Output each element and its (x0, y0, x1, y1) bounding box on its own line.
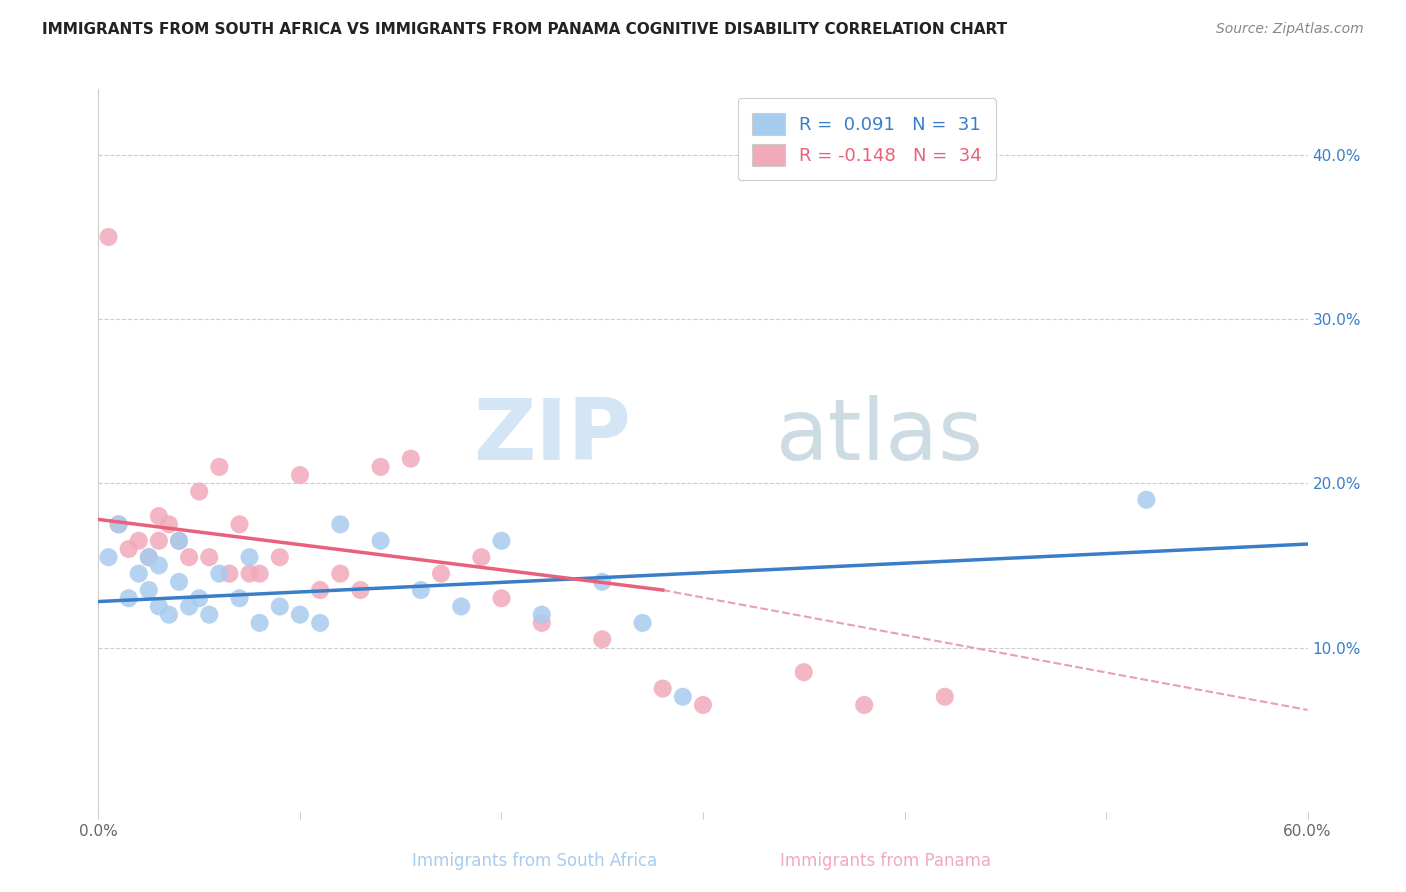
Point (179, 550, 201, 565)
Point (228, 517, 250, 532)
Point (228, 591, 250, 606)
Point (329, 517, 352, 532)
Point (198, 550, 221, 565)
Point (179, 599, 201, 614)
Text: atlas: atlas (776, 394, 984, 477)
Point (249, 566, 271, 581)
Point (1135, 492, 1157, 507)
Point (591, 632, 613, 647)
Point (269, 550, 291, 565)
Point (491, 591, 513, 606)
Point (167, 533, 190, 548)
Point (198, 607, 221, 622)
Point (157, 517, 180, 532)
Point (370, 533, 392, 548)
Legend: R =  0.091   N =  31, R = -0.148   N =  34: R = 0.091 N = 31, R = -0.148 N = 34 (738, 98, 997, 180)
Point (138, 550, 160, 565)
Point (269, 599, 291, 614)
Point (793, 665, 815, 680)
Text: ZIP: ZIP (472, 394, 630, 477)
Point (409, 582, 432, 597)
Point (288, 607, 311, 622)
Point (167, 574, 190, 589)
Point (157, 607, 180, 622)
Text: Immigrants from Panama: Immigrants from Panama (780, 852, 991, 870)
Point (399, 451, 422, 466)
Point (107, 517, 129, 532)
Point (853, 698, 876, 712)
Point (631, 615, 654, 630)
Point (430, 566, 453, 581)
Point (651, 681, 673, 696)
Point (491, 533, 513, 548)
Text: Immigrants from South Africa: Immigrants from South Africa (412, 852, 657, 870)
Point (239, 550, 262, 565)
Point (128, 533, 150, 548)
Point (239, 566, 262, 581)
Point (118, 591, 141, 606)
Point (118, 541, 141, 556)
Point (97, 230, 120, 244)
Point (148, 509, 170, 524)
Point (470, 550, 492, 565)
Point (107, 517, 129, 532)
Point (148, 533, 170, 548)
Point (167, 533, 190, 548)
Point (530, 607, 553, 622)
Point (148, 599, 170, 614)
Point (148, 558, 170, 573)
Text: Source: ZipAtlas.com: Source: ZipAtlas.com (1216, 22, 1364, 37)
Point (218, 566, 240, 581)
Point (138, 550, 160, 565)
Point (692, 698, 714, 712)
Point (97, 550, 120, 565)
Point (249, 615, 271, 630)
Point (934, 690, 956, 704)
Point (208, 459, 231, 474)
Point (188, 591, 211, 606)
Point (309, 582, 332, 597)
Point (450, 599, 472, 614)
Point (370, 459, 392, 474)
Text: IMMIGRANTS FROM SOUTH AFRICA VS IMMIGRANTS FROM PANAMA COGNITIVE DISABILITY CORR: IMMIGRANTS FROM SOUTH AFRICA VS IMMIGRAN… (42, 22, 1007, 37)
Point (128, 566, 150, 581)
Point (329, 566, 352, 581)
Point (591, 574, 613, 589)
Point (288, 468, 311, 483)
Point (138, 582, 160, 597)
Point (530, 615, 553, 630)
Point (188, 484, 211, 499)
Point (208, 566, 231, 581)
Point (672, 690, 695, 704)
Point (309, 615, 332, 630)
Point (349, 582, 371, 597)
